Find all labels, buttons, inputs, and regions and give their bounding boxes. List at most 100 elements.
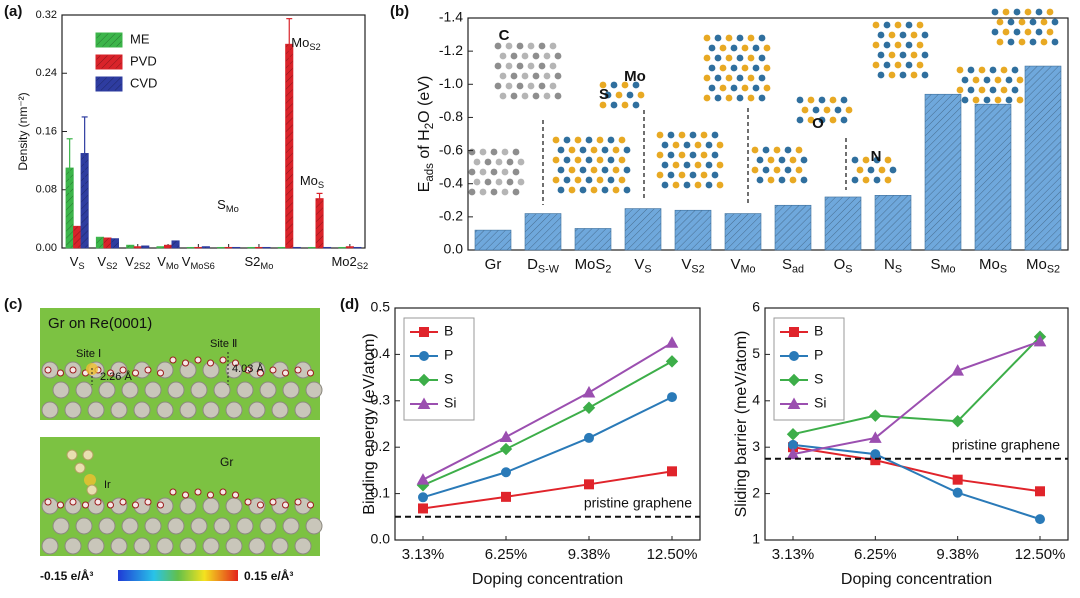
atom bbox=[921, 71, 929, 79]
atom bbox=[656, 151, 664, 159]
y-tick-label: 0.32 bbox=[36, 9, 57, 21]
atom bbox=[784, 166, 792, 174]
subscript: 2 bbox=[424, 123, 436, 129]
atom bbox=[516, 42, 524, 50]
graphene-atom bbox=[219, 356, 227, 364]
atom bbox=[484, 158, 492, 166]
y-tick-label: 0.1 bbox=[371, 484, 391, 500]
graphene-atom bbox=[144, 498, 152, 506]
atom bbox=[978, 66, 986, 74]
atom bbox=[1002, 28, 1010, 36]
atom bbox=[851, 176, 859, 184]
atom bbox=[568, 146, 576, 154]
atom bbox=[596, 156, 604, 164]
atom bbox=[612, 146, 620, 154]
atom bbox=[703, 34, 711, 42]
substrate-atom bbox=[294, 401, 312, 419]
y-tick-label: 0.5 bbox=[371, 299, 391, 315]
atom bbox=[596, 136, 604, 144]
atom bbox=[961, 76, 969, 84]
point bbox=[499, 442, 513, 456]
atom bbox=[991, 28, 999, 36]
annotation: C bbox=[499, 27, 510, 44]
atom bbox=[479, 168, 487, 176]
subscript: S2 bbox=[357, 261, 368, 271]
atom bbox=[574, 156, 582, 164]
substrate-atom bbox=[41, 537, 59, 555]
atom bbox=[521, 92, 529, 100]
image-label: Gr on Re(0001) bbox=[48, 315, 152, 332]
x-tick-label: 6.25% bbox=[854, 546, 897, 563]
atom bbox=[989, 66, 997, 74]
graphene-atom bbox=[82, 501, 89, 509]
atom bbox=[700, 151, 708, 159]
substrate-atom bbox=[64, 497, 82, 515]
subscript: S bbox=[845, 263, 852, 275]
atom bbox=[714, 34, 722, 42]
atom bbox=[845, 106, 853, 114]
atom bbox=[505, 82, 513, 90]
text-part: S bbox=[217, 197, 226, 212]
atom bbox=[910, 71, 918, 79]
bar bbox=[217, 246, 226, 249]
atom bbox=[490, 188, 498, 196]
graphene-atom bbox=[94, 498, 102, 506]
atom bbox=[468, 148, 476, 156]
legend-label: P bbox=[814, 347, 823, 363]
atom bbox=[758, 94, 766, 102]
substrate-atom bbox=[144, 381, 162, 399]
reference-label: pristine graphene bbox=[584, 495, 692, 511]
atom bbox=[499, 72, 507, 80]
atom bbox=[888, 71, 896, 79]
atom bbox=[512, 148, 520, 156]
atom bbox=[689, 151, 697, 159]
legend-label: Si bbox=[444, 395, 456, 411]
atom bbox=[796, 116, 804, 124]
text-part: V bbox=[681, 256, 691, 273]
atom bbox=[612, 166, 620, 174]
atom bbox=[479, 188, 487, 196]
atom bbox=[1005, 96, 1013, 104]
atom bbox=[894, 21, 902, 29]
atom bbox=[473, 158, 481, 166]
atom bbox=[601, 166, 609, 174]
atom bbox=[877, 71, 885, 79]
x-axis-label: Doping concentration bbox=[841, 571, 992, 588]
y-tick-label: 5 bbox=[752, 345, 760, 361]
x-tick-label: VS2 bbox=[97, 254, 117, 271]
atom bbox=[773, 146, 781, 154]
subscript: S bbox=[318, 180, 324, 190]
substrate-atom bbox=[248, 401, 266, 419]
atom bbox=[741, 44, 749, 52]
atom bbox=[532, 52, 540, 60]
atom bbox=[1007, 38, 1015, 46]
graphene-atom bbox=[257, 369, 264, 377]
atom bbox=[894, 41, 902, 49]
legend-marker bbox=[419, 351, 429, 361]
atom bbox=[599, 81, 607, 89]
atom bbox=[495, 178, 503, 186]
atom bbox=[767, 156, 775, 164]
atom bbox=[473, 178, 481, 186]
substrate-atom bbox=[202, 401, 220, 419]
bar bbox=[285, 43, 294, 249]
annotation: N bbox=[871, 148, 882, 165]
atom bbox=[725, 54, 733, 62]
atom bbox=[711, 151, 719, 159]
atom bbox=[521, 72, 529, 80]
atom bbox=[996, 18, 1004, 26]
legend-label: CVD bbox=[130, 75, 157, 90]
graphene-atom bbox=[132, 501, 139, 509]
graphene-atom bbox=[219, 488, 227, 496]
bar bbox=[156, 246, 165, 249]
atom bbox=[532, 92, 540, 100]
bar bbox=[338, 246, 347, 249]
x-tick-label: MoS bbox=[979, 256, 1007, 275]
panel-label: (c) bbox=[4, 296, 22, 313]
atom bbox=[888, 51, 896, 59]
substrate-atom bbox=[87, 401, 105, 419]
annotation: O bbox=[812, 115, 824, 132]
substrate-atom bbox=[305, 381, 323, 399]
graphene-atom bbox=[44, 498, 52, 506]
atom bbox=[637, 91, 645, 99]
